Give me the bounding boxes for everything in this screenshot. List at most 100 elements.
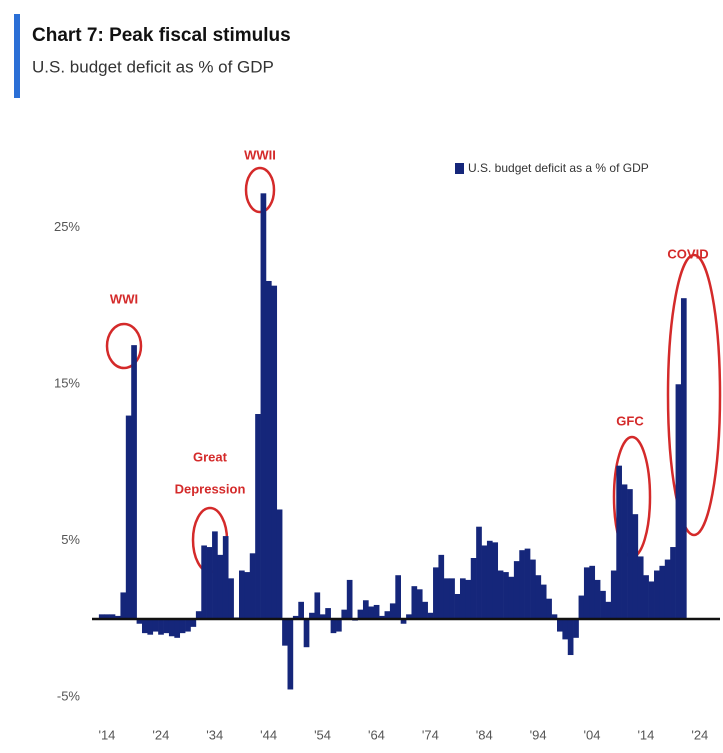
bar <box>406 614 412 620</box>
bar <box>492 542 499 620</box>
y-tick-label: 5% <box>61 532 80 547</box>
bar <box>422 601 428 620</box>
bar <box>271 285 278 620</box>
bar <box>427 612 434 620</box>
bar <box>443 578 450 620</box>
bar <box>643 575 649 620</box>
bar <box>589 565 596 620</box>
bar <box>411 586 418 620</box>
accent-bar <box>14 14 20 98</box>
x-tick-label: '04 <box>584 727 601 742</box>
bar <box>627 489 633 620</box>
bar <box>185 619 191 632</box>
bar <box>621 484 628 620</box>
bar <box>551 614 558 620</box>
bar <box>228 578 234 620</box>
bar <box>276 509 283 620</box>
bar <box>249 553 256 620</box>
bar <box>201 545 207 620</box>
bar <box>400 619 407 624</box>
bar <box>131 345 137 620</box>
bar <box>362 600 369 620</box>
bar <box>206 547 213 620</box>
bar <box>120 592 127 620</box>
bar <box>141 619 148 634</box>
bar <box>319 614 326 620</box>
bar <box>416 589 423 620</box>
bar <box>654 570 660 620</box>
bar <box>438 554 445 620</box>
bar <box>616 465 622 620</box>
chart-subtitle: U.S. budget deficit as % of GDP <box>32 57 274 76</box>
annotation: COVID <box>667 246 708 261</box>
bar <box>476 526 482 620</box>
bar <box>346 579 353 620</box>
bar <box>470 558 477 620</box>
bar <box>292 615 299 620</box>
bar <box>449 578 455 620</box>
bar <box>680 298 687 620</box>
bar <box>632 514 639 620</box>
bar <box>309 612 315 620</box>
x-tick-label: '14 <box>98 727 115 742</box>
bar <box>389 603 396 620</box>
x-tick-label: '64 <box>368 727 385 742</box>
bar <box>168 619 175 637</box>
bar <box>519 550 525 620</box>
x-tick-label: '74 <box>422 727 439 742</box>
bar <box>115 615 121 620</box>
bar <box>368 606 375 620</box>
bar <box>158 619 164 635</box>
bar <box>513 561 520 620</box>
bar <box>659 565 666 620</box>
bar <box>109 614 116 620</box>
bar <box>152 619 159 632</box>
legend-label: U.S. budget deficit as a % of GDP <box>468 161 649 175</box>
bar <box>282 619 288 646</box>
bar <box>314 592 321 620</box>
bar <box>336 619 342 632</box>
x-tick-label: '24 <box>691 727 708 742</box>
bar <box>573 619 579 638</box>
x-tick-label: '54 <box>314 727 331 742</box>
bar <box>330 619 337 634</box>
bar <box>524 548 531 620</box>
y-tick-label: 15% <box>54 376 80 391</box>
bar <box>546 598 552 620</box>
bar <box>341 609 348 620</box>
bar <box>384 611 391 620</box>
highlight <box>105 322 143 370</box>
bar <box>104 614 110 620</box>
bar <box>125 415 132 620</box>
bar <box>540 584 547 620</box>
bar <box>195 611 202 620</box>
x-tick-label: '24 <box>152 727 169 742</box>
bar <box>212 531 218 620</box>
x-tick-label: '44 <box>260 727 277 742</box>
bar <box>373 604 380 620</box>
bar <box>562 619 569 640</box>
bar <box>567 619 574 656</box>
bar <box>535 575 542 620</box>
bar <box>583 567 590 620</box>
bar <box>357 609 364 620</box>
bar <box>255 414 261 620</box>
annotation: GFC <box>616 413 644 428</box>
annotation: Great <box>193 449 228 464</box>
bar <box>433 567 439 620</box>
bar <box>325 608 331 620</box>
bar <box>222 536 229 620</box>
bar <box>670 547 676 620</box>
bar <box>298 601 304 620</box>
bar <box>557 619 563 632</box>
bar <box>503 572 509 620</box>
bar <box>637 556 644 620</box>
chart-title: Chart 7: Peak fiscal stimulus <box>32 25 291 46</box>
bar <box>648 581 655 620</box>
bar <box>664 559 671 620</box>
bar <box>217 554 224 620</box>
bar <box>174 619 181 638</box>
x-tick-label: '94 <box>530 727 547 742</box>
bar <box>465 579 472 620</box>
